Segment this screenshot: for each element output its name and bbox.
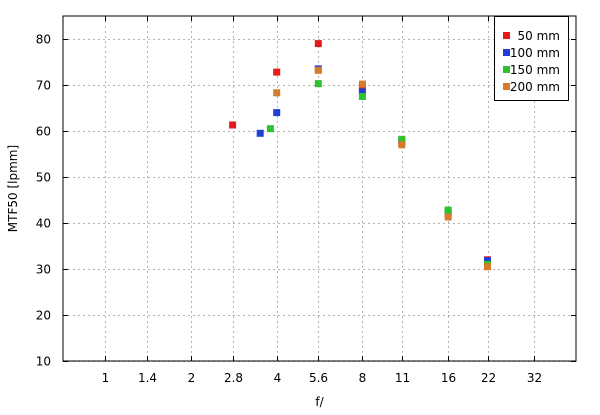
y-tick-label: 80: [36, 33, 51, 47]
data-point: [444, 206, 452, 214]
series-200-mm: [273, 66, 491, 271]
y-tick-label: 60: [36, 125, 51, 139]
legend-label: 150 mm: [510, 63, 560, 77]
legend: 50 mm 100 mm 150 mm 200 mm: [494, 16, 569, 101]
data-point: [273, 109, 281, 117]
legend-label: 100 mm: [510, 46, 560, 60]
x-tick-label: 4: [274, 371, 282, 385]
data-point: [358, 88, 366, 96]
legend-label: 50 mm: [518, 29, 560, 43]
x-tick-label: 2: [188, 371, 196, 385]
x-axis-title: f/: [315, 395, 324, 409]
data-points: [229, 40, 491, 271]
data-point: [314, 40, 322, 48]
legend-swatch: [503, 66, 510, 73]
legend-label: 200 mm: [510, 80, 560, 94]
data-point: [266, 125, 274, 133]
plot-frame: [62, 15, 577, 362]
data-point: [314, 80, 322, 88]
data-point: [484, 263, 491, 271]
data-point: [484, 257, 491, 265]
legend-swatch: [503, 32, 510, 39]
x-tick-label: 8: [359, 371, 367, 385]
y-tick-label: 10: [36, 355, 51, 369]
data-point: [273, 89, 281, 97]
data-point: [358, 93, 366, 100]
data-point: [314, 66, 322, 74]
data-point: [273, 68, 281, 76]
y-axis-title: MTF50 [lpmm]: [6, 145, 20, 232]
axes: 1 1.4 2 2.8 4 5.6 8 11 16 22 32 10 20 30 40 50 60 70 80: [36, 16, 576, 385]
y-tick-label: 50: [36, 171, 51, 185]
data-point: [444, 213, 452, 221]
data-point: [358, 80, 366, 88]
x-tick-label: 1: [102, 371, 110, 385]
x-tick-label: 16: [441, 371, 456, 385]
x-tick-label: 2.8: [224, 371, 243, 385]
x-tick-label: 32: [527, 371, 542, 385]
legend-swatch: [503, 83, 510, 90]
x-tick-label: 1.4: [138, 371, 157, 385]
y-tick-label: 30: [36, 263, 51, 277]
y-tick-label: 40: [36, 217, 51, 231]
x-tick-label: 22: [481, 371, 496, 385]
x-tick-label: 11: [395, 371, 410, 385]
legend-swatch: [503, 49, 510, 56]
x-tick-label: 5.6: [309, 371, 328, 385]
data-point: [398, 135, 406, 143]
data-point: [256, 129, 264, 137]
y-tick-label: 20: [36, 309, 51, 323]
y-tick-label: 70: [36, 79, 51, 93]
data-point: [398, 141, 406, 149]
data-point: [229, 121, 237, 129]
